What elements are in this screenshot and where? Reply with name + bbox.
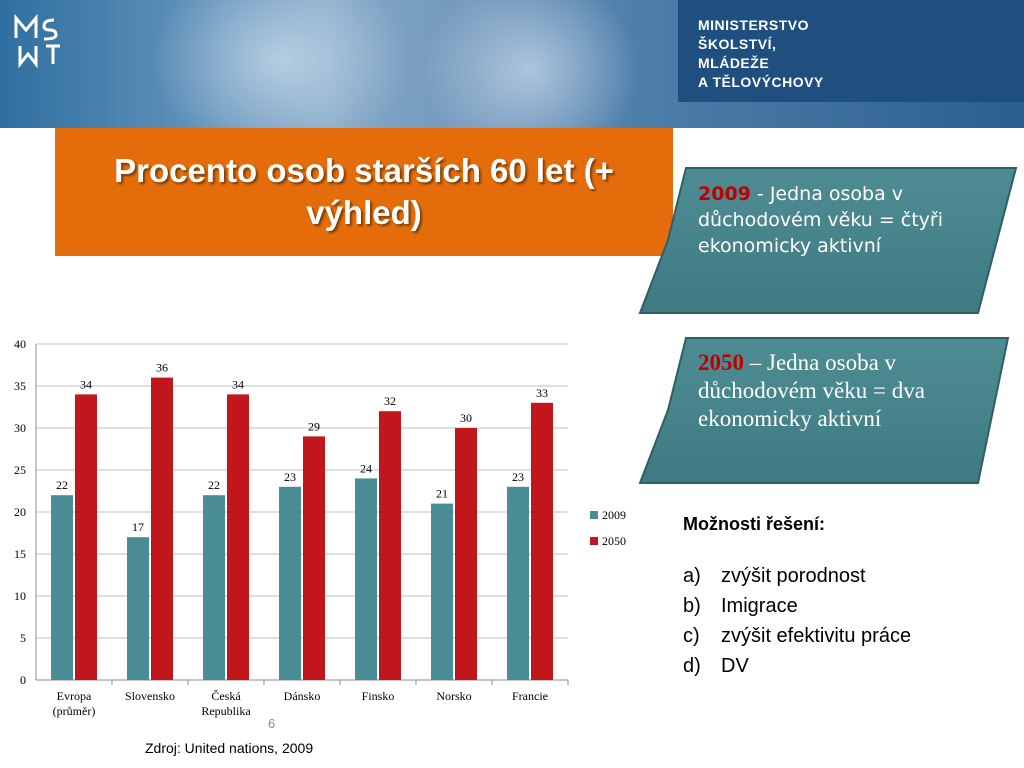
- callout-body: – Jedna osoba v důchodovém věku = dva ek…: [698, 350, 925, 431]
- bar-2050: [531, 402, 553, 680]
- solution-text: Imigrace: [721, 595, 798, 617]
- callout-2009: 2009 - Jedna osoba v důchodovém věku = č…: [638, 165, 1020, 315]
- bar-2050: [227, 394, 249, 680]
- x-tick-label: Finsko: [362, 689, 395, 703]
- callout-text: 2009 - Jedna osoba v důchodovém věku = č…: [698, 181, 998, 259]
- msmt-logo-icon: [10, 8, 90, 69]
- page-number: 6: [268, 716, 276, 731]
- callout-year: 2009: [698, 183, 751, 205]
- bar-2050: [303, 436, 325, 680]
- y-tick-label: 5: [20, 631, 26, 645]
- legend-swatch: [590, 511, 598, 519]
- y-tick-label: 30: [14, 421, 26, 435]
- bar-chart-svg: 0 5 10 15 20 25 30 35 40 22 34 Evropa(průměr) 17 36 Sl…: [14, 337, 626, 718]
- callout-body: - Jedna osoba v důchodovém věku = čtyři …: [698, 183, 944, 257]
- solution-item: d) DV: [683, 651, 1003, 681]
- x-tick-label: Česká: [211, 689, 241, 703]
- slide-title-box: Procento osob starších 60 let (+ výhled): [55, 128, 673, 256]
- data-label: 32: [384, 394, 396, 408]
- data-label: 30: [460, 411, 472, 425]
- bar-2009: [431, 503, 453, 680]
- y-tick-label: 40: [14, 337, 26, 351]
- ministry-name: MINISTERSTVO ŠKOLSTVÍ, MLÁDEŽE A TĚLOVÝC…: [698, 17, 824, 90]
- y-tick-label: 10: [14, 589, 26, 603]
- x-tick-label: Evropa: [57, 689, 92, 703]
- legend-label: 2009: [602, 508, 626, 522]
- data-label: 36: [156, 361, 168, 375]
- callout-shape: [638, 167, 1018, 314]
- solution-text: zvýšit efektivitu práce: [721, 625, 912, 647]
- header-photo-highlight: [420, 0, 640, 128]
- callout-text: 2050 – Jedna osoba v důchodovém věku = d…: [698, 349, 998, 433]
- solutions-list: Možnosti řešení: a) zvýšit porodnost b) Im…: [683, 514, 1003, 681]
- bar-2009: [507, 486, 529, 680]
- solutions-heading: Možnosti řešení:: [683, 514, 826, 534]
- bar-2050: [151, 377, 173, 680]
- data-label: 34: [232, 377, 244, 391]
- slide-title: Procento osob starších 60 let (+ výhled): [114, 152, 614, 231]
- solution-text: zvýšit porodnost: [721, 565, 866, 587]
- data-label: 29: [308, 419, 320, 433]
- bar-2009: [203, 495, 225, 680]
- bar-2009: [127, 537, 149, 680]
- y-tick-label: 0: [20, 673, 26, 687]
- data-label: 33: [536, 386, 548, 400]
- solution-item: c) zvýšit efektivitu práce: [683, 621, 1003, 651]
- y-tick-label: 20: [14, 505, 26, 519]
- data-label: 21: [436, 487, 448, 501]
- x-tick-label: Republika: [201, 704, 251, 718]
- y-tick-label: 15: [14, 547, 26, 561]
- solution-letter: a): [683, 565, 701, 587]
- legend-swatch: [590, 537, 598, 545]
- bar-2050: [75, 394, 97, 680]
- y-tick-label: 35: [14, 379, 26, 393]
- x-tick-label: Francie: [512, 689, 548, 703]
- data-label: 17: [132, 520, 144, 534]
- header-banner: MINISTERSTVO ŠKOLSTVÍ, MLÁDEŽE A TĚLOVÝC…: [0, 0, 1024, 128]
- solution-letter: c): [683, 625, 700, 647]
- data-label: 34: [80, 377, 92, 391]
- bar-2050: [379, 411, 401, 680]
- callout-year: 2050: [698, 350, 744, 375]
- bar-2050: [455, 428, 477, 680]
- source-note: Zdroj: United nations, 2009: [145, 740, 314, 756]
- solution-item: b) Imigrace: [683, 591, 1003, 621]
- data-label: 24: [360, 461, 372, 475]
- data-label: 23: [284, 470, 296, 484]
- x-tick-label: Norsko: [436, 689, 471, 703]
- ministry-panel: [678, 0, 1024, 102]
- x-tick-label: (průměr): [53, 704, 96, 718]
- solution-letter: b): [683, 595, 701, 617]
- callout-2050: 2050 – Jedna osoba v důchodovém věku = d…: [638, 335, 1020, 485]
- y-tick-label: 25: [14, 463, 26, 477]
- x-tick-label: Dánsko: [284, 689, 321, 703]
- legend-label: 2050: [602, 534, 626, 548]
- data-label: 22: [56, 478, 68, 492]
- data-label: 23: [512, 470, 524, 484]
- bar-chart: 0 5 10 15 20 25 30 35 40 22 34 Evropa (průměr) 17 36 Sl…: [0, 330, 670, 730]
- solution-text: DV: [721, 655, 749, 677]
- header-photo-highlight: [150, 0, 410, 128]
- data-label: 22: [208, 478, 220, 492]
- x-tick-label: Slovensko: [125, 689, 175, 703]
- callout-shape: [638, 337, 1010, 484]
- bar-2009: [355, 478, 377, 680]
- solution-letter: d): [683, 655, 701, 677]
- solution-item: a) zvýšit porodnost: [683, 561, 1003, 591]
- bar-2009: [279, 486, 301, 680]
- bar-2009: [51, 495, 73, 680]
